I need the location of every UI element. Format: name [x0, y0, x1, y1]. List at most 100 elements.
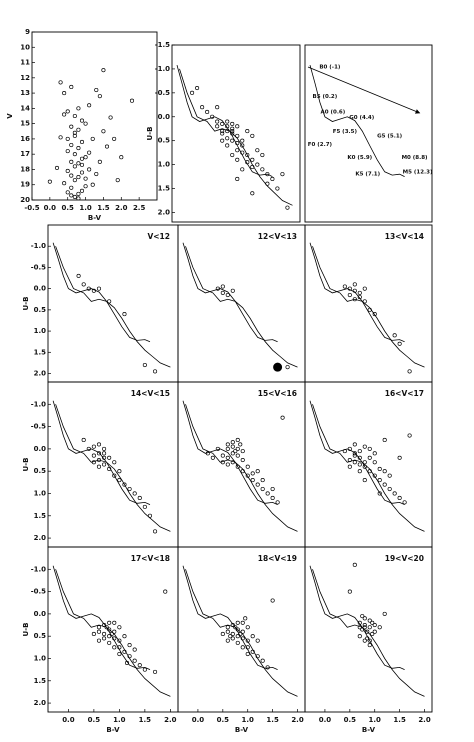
data-point — [76, 127, 81, 132]
data-point — [382, 482, 387, 487]
spectral-label: K0 (5.9) — [347, 155, 372, 161]
y-tick-label: 0.0 — [34, 445, 47, 453]
data-point — [215, 446, 220, 451]
data-point — [347, 589, 352, 594]
x-tick-label: 2.0 — [291, 716, 304, 724]
y-tick-label: 0.5 — [34, 467, 47, 475]
data-point — [372, 451, 377, 456]
data-point — [245, 152, 250, 158]
data-point — [255, 654, 260, 659]
data-point — [255, 482, 260, 487]
data-point — [392, 491, 397, 496]
data-point — [230, 451, 235, 456]
data-point — [96, 625, 102, 630]
plot-area — [52, 400, 171, 534]
data-point — [220, 631, 225, 637]
data-point — [86, 286, 91, 291]
y-tick-label: 19 — [20, 181, 30, 189]
data-point — [129, 98, 135, 103]
data-point — [235, 464, 240, 469]
y-tick-label: 10 — [20, 43, 30, 51]
data-point — [69, 124, 74, 129]
data-point — [122, 649, 127, 654]
x-axis-label: B-V — [106, 726, 120, 734]
data-point — [72, 178, 77, 183]
data-point — [65, 190, 70, 195]
data-point — [240, 629, 245, 634]
panel-frame — [304, 381, 433, 548]
x-tick-label: 0.5 — [344, 716, 357, 724]
data-point — [83, 176, 88, 181]
data-point — [119, 155, 124, 160]
data-point — [104, 144, 110, 149]
data-point — [72, 113, 77, 119]
data-point — [225, 625, 230, 630]
reference-curve — [182, 400, 278, 505]
data-point — [367, 638, 372, 643]
x-tick-label: 0.0 — [62, 716, 75, 724]
data-point — [76, 106, 81, 111]
data-point — [347, 457, 352, 463]
panel-frame — [47, 546, 179, 713]
data-point — [365, 636, 370, 641]
data-point — [117, 638, 122, 643]
data-point — [69, 173, 74, 178]
data-point — [235, 148, 240, 153]
spectral-label: M0 (8.8) — [402, 155, 428, 161]
data-point — [255, 638, 260, 643]
panel: -1.5 -1.0 -0.5 0.0 0.5 1.0 1.5 2.0 U-B — [146, 41, 301, 223]
data-point — [90, 182, 95, 187]
data-point — [220, 129, 225, 134]
data-point — [372, 473, 377, 478]
data-point — [132, 491, 137, 496]
data-point — [210, 455, 215, 460]
data-point — [352, 297, 357, 302]
panel: 15<V<16 — [177, 381, 306, 548]
data-point — [238, 631, 243, 637]
x-tick-label: 0.5 — [62, 204, 75, 212]
data-point — [153, 529, 158, 534]
panel-frame — [304, 224, 433, 383]
x-tick-label: 0.5 — [88, 716, 101, 724]
data-point — [230, 129, 235, 134]
data-point — [260, 486, 265, 492]
y-tick-label: -0.5 — [31, 588, 46, 596]
y-axis-label: V — [6, 113, 14, 119]
data-point — [225, 292, 230, 298]
data-point — [372, 622, 377, 628]
data-point — [147, 513, 153, 518]
data-point — [102, 462, 107, 467]
data-point — [362, 444, 367, 449]
data-point — [117, 645, 122, 650]
y-tick-label: 9 — [25, 28, 30, 36]
data-point — [225, 129, 230, 134]
data-point — [260, 478, 265, 483]
spectral-label: K5 (7.1) — [355, 172, 380, 178]
reference-curve — [55, 404, 171, 532]
data-point — [362, 464, 367, 469]
data-point — [362, 460, 367, 465]
y-tick-label: 14 — [20, 104, 30, 112]
data-point — [245, 645, 250, 650]
data-point — [96, 629, 102, 634]
data-point — [153, 369, 158, 374]
panel-label: 14<V<15 — [131, 389, 170, 398]
panel-label: 12<V<13 — [258, 232, 297, 241]
data-point — [265, 491, 270, 496]
data-point — [250, 478, 255, 483]
y-axis-label: U-B — [22, 623, 30, 637]
data-point — [245, 473, 250, 478]
data-point — [91, 460, 96, 465]
data-point — [72, 152, 77, 157]
data-point — [240, 150, 245, 155]
data-point — [112, 460, 117, 465]
data-point — [357, 620, 362, 625]
data-point — [104, 625, 109, 630]
data-point — [87, 167, 92, 172]
x-tick-label: 2.0 — [418, 716, 431, 724]
y-tick-label: 1.0 — [34, 327, 47, 335]
data-point — [69, 193, 74, 198]
data-point — [86, 446, 91, 451]
y-tick-label: -1.0 — [31, 400, 46, 408]
